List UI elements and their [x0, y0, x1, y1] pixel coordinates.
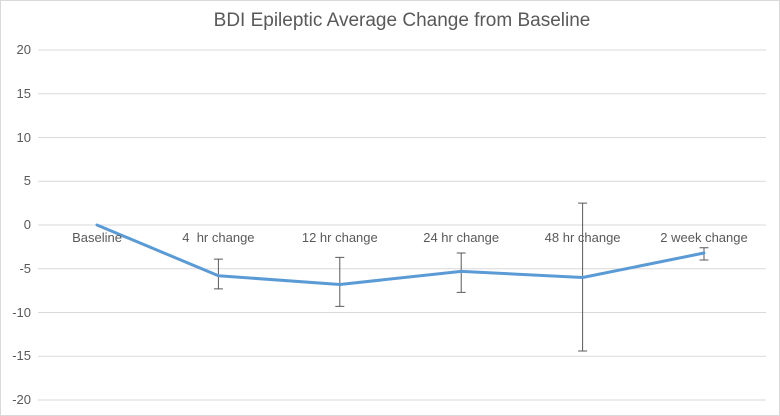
y-axis-tick-label: 10 — [16, 129, 31, 145]
x-axis-category-label: 24 hr change — [423, 230, 500, 245]
y-axis-tick-label: -20 — [12, 392, 31, 407]
y-axis-tick-label: -15 — [12, 348, 31, 364]
x-axis-category-label: 48 hr change — [544, 230, 621, 245]
x-axis-category-label: 12 hr change — [301, 230, 378, 245]
chart-title: BDI Epileptic Average Change from Baseli… — [213, 10, 591, 31]
y-axis-tick-label: -10 — [12, 304, 31, 320]
y-axis-tick-label: 5 — [23, 173, 31, 189]
y-axis-tick-label: 15 — [16, 85, 31, 101]
x-axis-category-label: Baseline — [72, 230, 122, 245]
y-axis-tick-label: -5 — [19, 260, 31, 276]
x-axis-category-label: 2 week change — [660, 230, 748, 245]
series-line — [95, 223, 706, 286]
y-axis-tick-label: 0 — [23, 217, 31, 232]
x-axis-category-label: 4 hr change — [182, 230, 255, 245]
y-axis-tick-label: 20 — [16, 42, 31, 57]
